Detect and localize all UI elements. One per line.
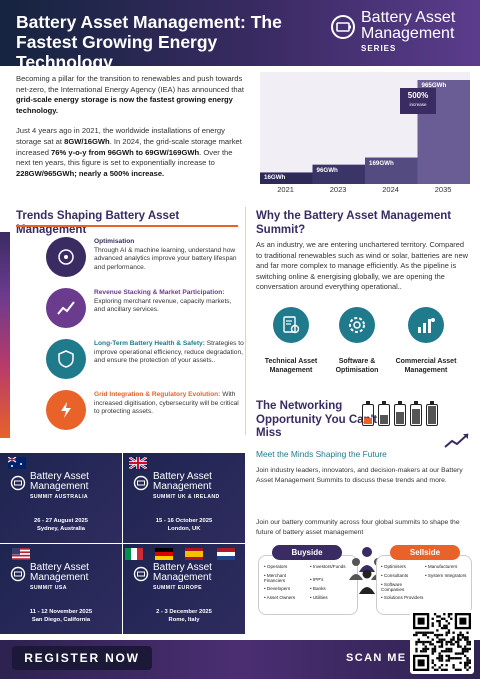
germany-flag-icon xyxy=(155,548,173,560)
why-title: Why the Battery Asset Management Summit? xyxy=(256,210,452,236)
australia-flag-icon xyxy=(8,457,26,469)
growth-year-label: 2023 xyxy=(329,185,347,194)
qr-code-icon[interactable] xyxy=(410,610,474,674)
growth-segment xyxy=(365,157,418,184)
audience-item: • Operators xyxy=(264,564,288,569)
summit-australia-card[interactable]: Battery Asset Management SUMMIT AUSTRALIA … xyxy=(0,453,122,543)
spain-flag-icon xyxy=(185,548,203,560)
why-label-commercial: Commercial Asset Management xyxy=(395,358,457,374)
trend-item: Long-Term Battery Health & Safety: Strat… xyxy=(94,340,244,365)
italy-flag-icon xyxy=(125,548,143,560)
audience-item: • Optimisers xyxy=(381,564,406,569)
sellside-title: Sellside xyxy=(390,545,460,560)
revenue-chart-icon xyxy=(46,288,86,328)
networking-paragraph-1: Join industry leaders, innovators, and d… xyxy=(256,467,463,484)
growth-year-label: 2035 xyxy=(434,185,452,194)
brand-line-3: SERIES xyxy=(361,44,397,53)
audience-item: • Consultants xyxy=(381,573,409,578)
shield-icon xyxy=(46,339,86,379)
audience-item: • IPP's xyxy=(310,577,324,582)
summit-logo-icon xyxy=(133,566,149,582)
ai-brain-icon xyxy=(46,237,86,277)
why-label-software: Software & Optimisation xyxy=(335,358,379,374)
networking-paragraph-2: Join our battery community across four g… xyxy=(256,519,460,536)
summit-logo-icon xyxy=(10,566,26,582)
audience-item: • Investors/Funds xyxy=(310,564,346,569)
gear-icon xyxy=(339,307,375,343)
summit-logo-icon xyxy=(10,475,26,491)
audience-item: • System Integrators xyxy=(425,573,467,578)
summit-logo-icon xyxy=(133,475,149,491)
audience-item: • Utilities xyxy=(310,595,328,600)
column-divider xyxy=(245,207,246,435)
brand-line-1: Battery Asset xyxy=(361,9,456,26)
trends-divider xyxy=(16,225,238,227)
summit-europe-card[interactable]: Battery Asset Management SUMMIT EUROPE 2 -… xyxy=(123,544,245,634)
brand-logo: Battery Asset Management SERIES xyxy=(330,8,475,58)
buyside-title: Buyside xyxy=(272,545,342,560)
scan-me-label: SCAN ME xyxy=(346,652,407,664)
audience-item: • Solutions Providers xyxy=(381,595,424,600)
growth-value-label: 16GWh xyxy=(264,174,286,181)
audience-item: • Banks xyxy=(310,586,326,591)
audience-item: • Developers xyxy=(264,586,291,591)
why-body: As an industry, we are entering uncharte… xyxy=(256,240,468,292)
trends-color-strip xyxy=(0,232,10,438)
networking-subtitle: Meet the Minds Shaping the Future xyxy=(256,449,387,459)
business-chart-icon xyxy=(408,307,444,343)
growth-arrow-icon xyxy=(444,433,469,448)
usa-flag-icon xyxy=(12,548,30,560)
audience-item: • Software Companies xyxy=(381,582,405,593)
register-now-button[interactable]: REGISTER NOW xyxy=(12,646,152,670)
audience-item: • Merchant Financiers xyxy=(264,573,287,584)
gear-document-icon xyxy=(273,307,309,343)
growth-year-label: 2024 xyxy=(382,185,399,194)
intro-paragraph-2: Just 4 years ago in 2021, the worldwide … xyxy=(16,126,242,178)
growth-segment xyxy=(312,164,365,184)
trend-item: Optimisation Through AI & machine learnin… xyxy=(94,238,237,271)
page-title: Battery Asset Management: The Fastest Gr… xyxy=(16,12,282,72)
growth-value-label: 96GWh xyxy=(316,166,338,174)
battery-logo-icon xyxy=(331,15,355,39)
footer-bar: REGISTER NOW SCAN ME xyxy=(0,640,480,679)
battery-levels-graphic xyxy=(362,398,472,448)
trend-item: Grid Integration & Regulatory Evolution:… xyxy=(94,391,239,416)
intro-paragraph-1: Becoming a pillar for the transition to … xyxy=(16,74,244,115)
why-label-technical: Technical Asset Management xyxy=(264,358,318,374)
growth-area-svg xyxy=(260,72,470,184)
growth-year-label: 2021 xyxy=(277,185,294,194)
growth-segment xyxy=(260,172,313,184)
buyside-box xyxy=(258,555,358,615)
uk-flag-icon xyxy=(129,457,147,469)
summit-uk-card[interactable]: Battery Asset Management SUMMIT UK & IRELA… xyxy=(123,453,245,543)
summits-grid: Battery Asset Management SUMMIT AUSTRALIA … xyxy=(0,453,245,635)
trends-title: Trends Shaping Battery Asset Management xyxy=(16,210,180,236)
growth-chart: 500% increase 16GWh 2021 96GWh 2023 169GWh 20… xyxy=(260,72,470,200)
brand-line-2: Management xyxy=(361,25,455,42)
increase-badge: 500% increase xyxy=(400,88,436,114)
summit-usa-card[interactable]: Battery Asset Management SUMMIT USA 11 - 1… xyxy=(0,544,122,634)
lightning-icon xyxy=(46,390,86,430)
networking-title: The Networking Opportunity You Can't Mis… xyxy=(256,400,378,439)
netherlands-flag-icon xyxy=(217,548,235,560)
audience-item: • Asset Owners xyxy=(264,595,296,600)
sellside-box xyxy=(376,555,472,615)
trend-item: Revenue Stacking & Market Participation:… xyxy=(94,289,232,314)
growth-value-label: 169GWh xyxy=(369,159,394,167)
header-banner: Battery Asset Management: The Fastest Gr… xyxy=(0,0,480,72)
audience-item: • Manufacturers xyxy=(425,564,458,569)
growth-value-label: 965GWh xyxy=(421,82,447,89)
intro-text: Becoming a pillar for the transition to … xyxy=(16,74,248,189)
